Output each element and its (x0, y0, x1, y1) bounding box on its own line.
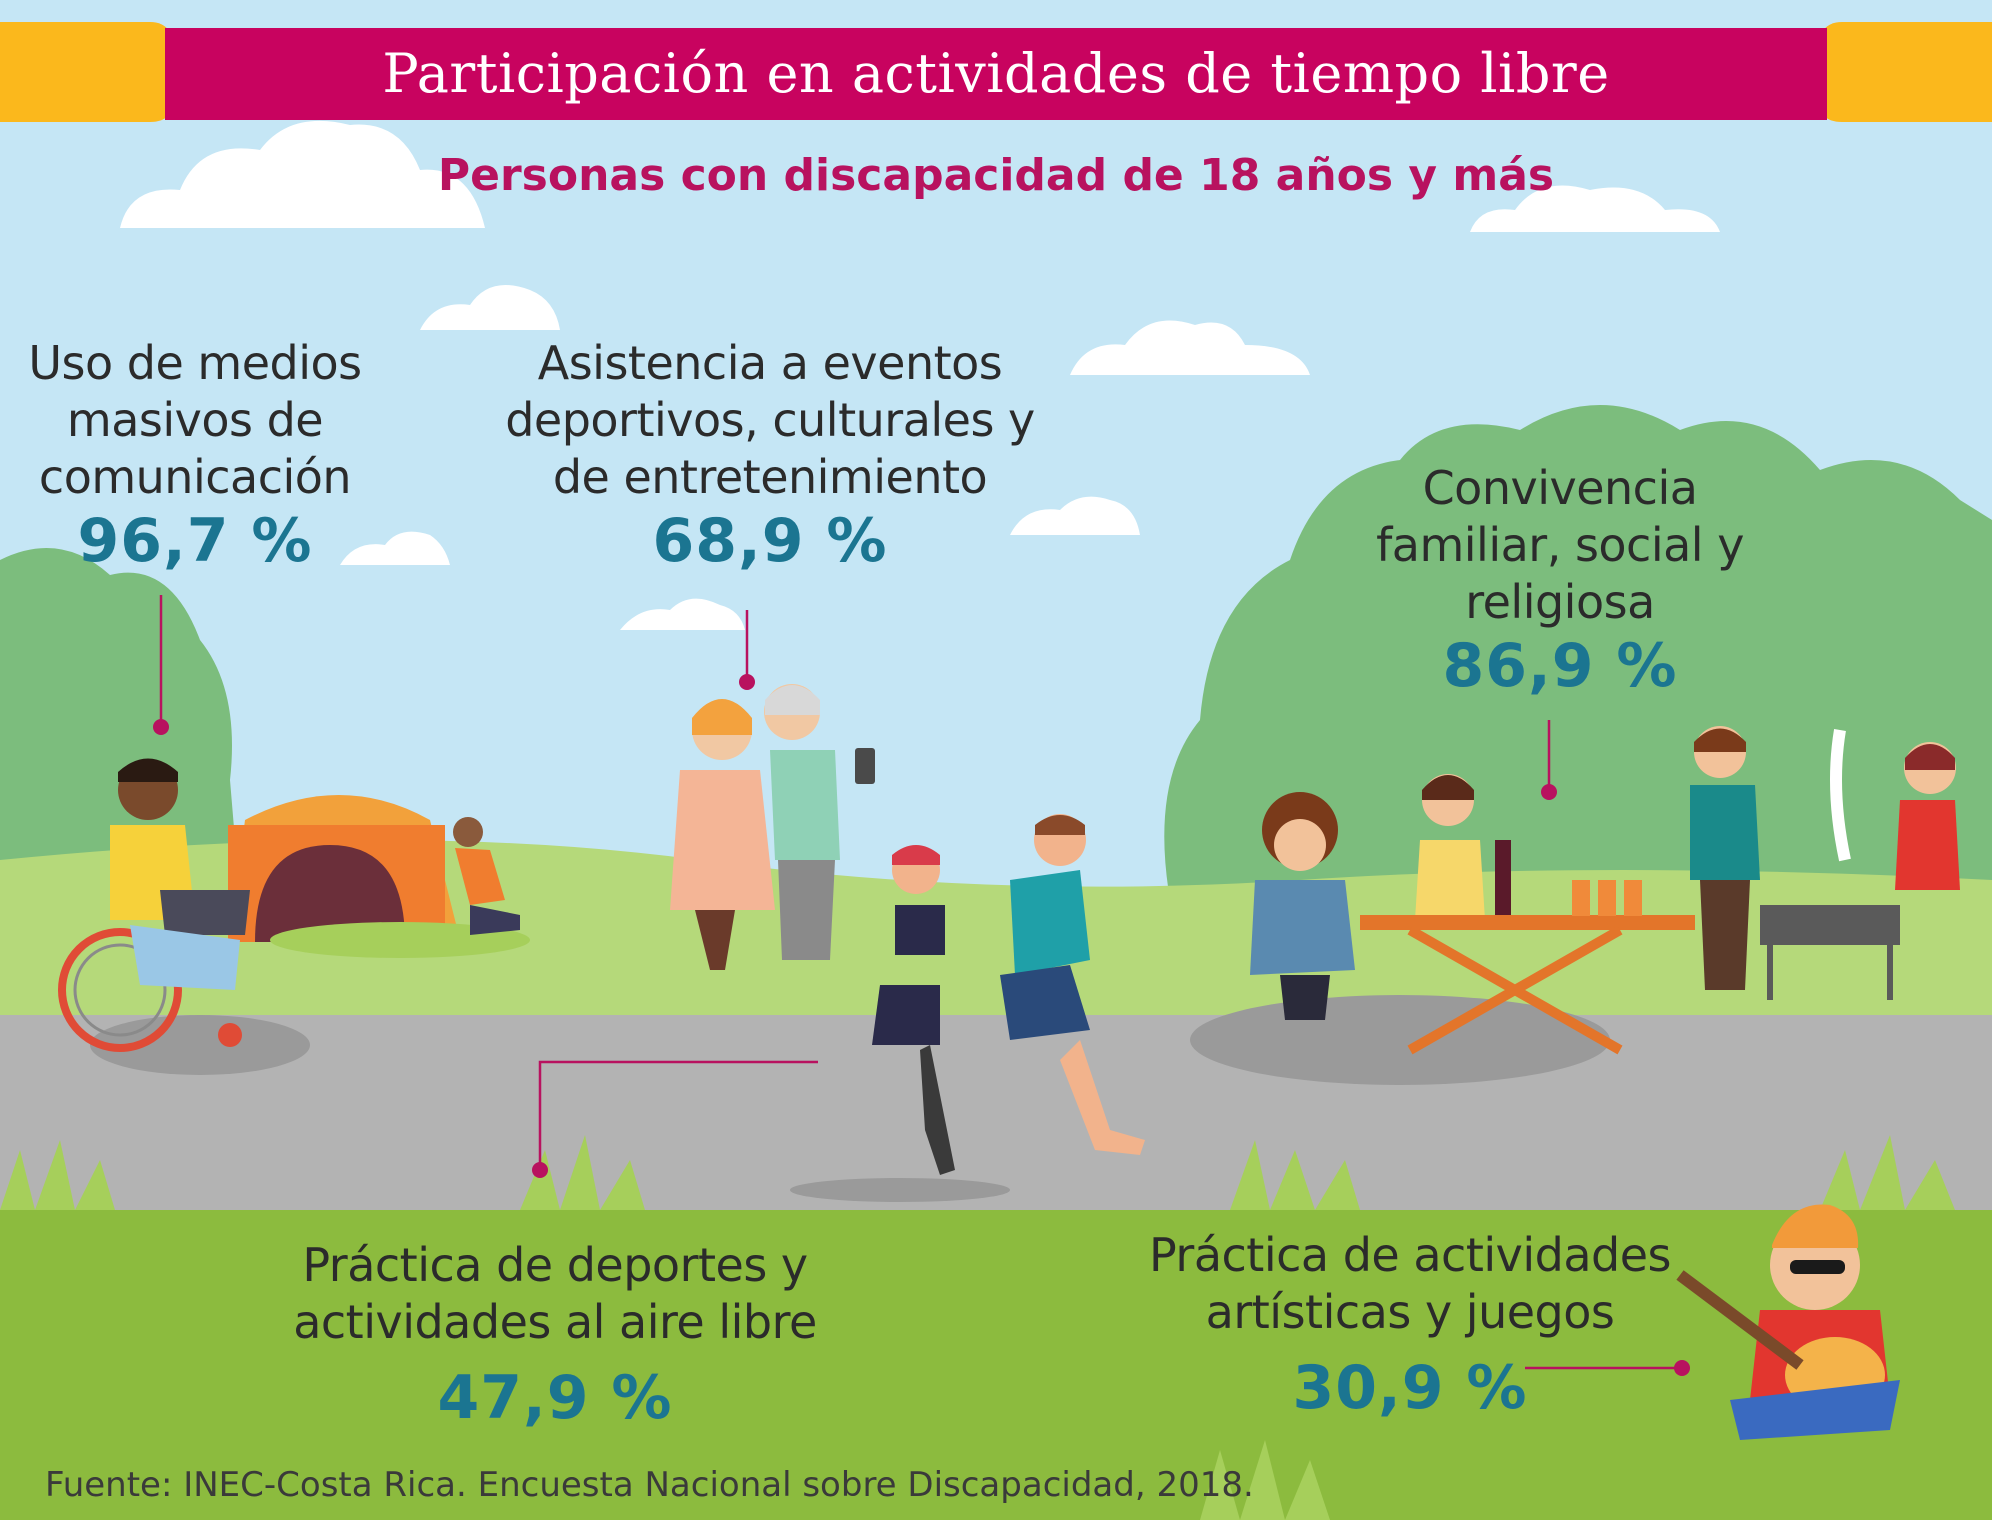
leader-dots (153, 674, 1690, 1376)
activity-events: Asistencia a eventos deportivos, cultura… (480, 335, 1060, 576)
barbecue-icon (1690, 726, 1960, 1000)
camper-icon (453, 817, 520, 935)
activity-label-line: actividades al aire libre (293, 1295, 817, 1349)
runners-icon (872, 814, 1145, 1175)
activity-percent: 47,9 % (437, 1363, 673, 1433)
activity-social: Convivencia familiar, social y religiosa… (1330, 460, 1790, 701)
cloud-icon (1470, 185, 1720, 232)
cloud-icon (1010, 496, 1140, 535)
activity-label-line: de entretenimiento (552, 450, 988, 504)
activity-label-line: deportivos, culturales y (505, 393, 1035, 447)
grass-tufts (0, 1135, 1955, 1520)
family-picnic-icon (1250, 774, 1695, 1055)
source-note: Fuente: INEC-Costa Rica. Encuesta Nacion… (45, 1465, 1254, 1505)
clouds (120, 120, 1720, 630)
grass-ground (0, 1210, 1992, 1520)
page-title: Participación en actividades de tiempo l… (382, 42, 1610, 105)
shadow (90, 1015, 310, 1075)
activity-label-line: artísticas y juegos (1205, 1285, 1615, 1339)
cloud-icon (620, 598, 745, 630)
activity-label-line: Práctica de actividades (1148, 1228, 1672, 1282)
cloud-icon (340, 531, 450, 565)
guitar-player-icon (1676, 1204, 1900, 1440)
activity-label-line: comunicación (38, 450, 352, 504)
activity-label-line: familiar, social y (1376, 518, 1744, 572)
banner-left-cap (0, 22, 175, 122)
activity-percent: 68,9 % (652, 506, 888, 576)
activity-sports: Práctica de deportes y actividades al ai… (250, 1237, 860, 1433)
trees (0, 405, 1992, 900)
activity-label-line: Asistencia a eventos (537, 336, 1003, 390)
activity-label-line: Convivencia (1422, 461, 1698, 515)
tent-icon (228, 795, 530, 958)
banner-right-cap (1817, 22, 1992, 122)
elderly-couple-icon (670, 684, 875, 970)
activity-arts: Práctica de actividades artísticas y jue… (1110, 1227, 1710, 1423)
activity-label-line: Uso de medios (28, 336, 362, 390)
activity-percent: 96,7 % (77, 506, 313, 576)
activity-percent: 86,9 % (1442, 631, 1678, 701)
activity-percent: 30,9 % (1292, 1353, 1528, 1423)
cloud-icon (1070, 320, 1310, 375)
activity-label-line: religiosa (1465, 575, 1655, 629)
page-subtitle: Personas con discapacidad de 18 años y m… (437, 150, 1555, 201)
activity-label-line: masivos de (66, 393, 324, 447)
activity-media: Uso de medios masivos de comunicación 96… (15, 335, 375, 576)
shadow (790, 1178, 1010, 1202)
title-banner (165, 28, 1827, 120)
activity-label-line: Práctica de deportes y (302, 1238, 808, 1292)
cloud-icon (420, 285, 560, 330)
cloud-icon (120, 120, 485, 228)
wheelchair-user-with-laptop-icon (58, 758, 250, 1052)
leader-lines (159, 595, 1680, 1370)
